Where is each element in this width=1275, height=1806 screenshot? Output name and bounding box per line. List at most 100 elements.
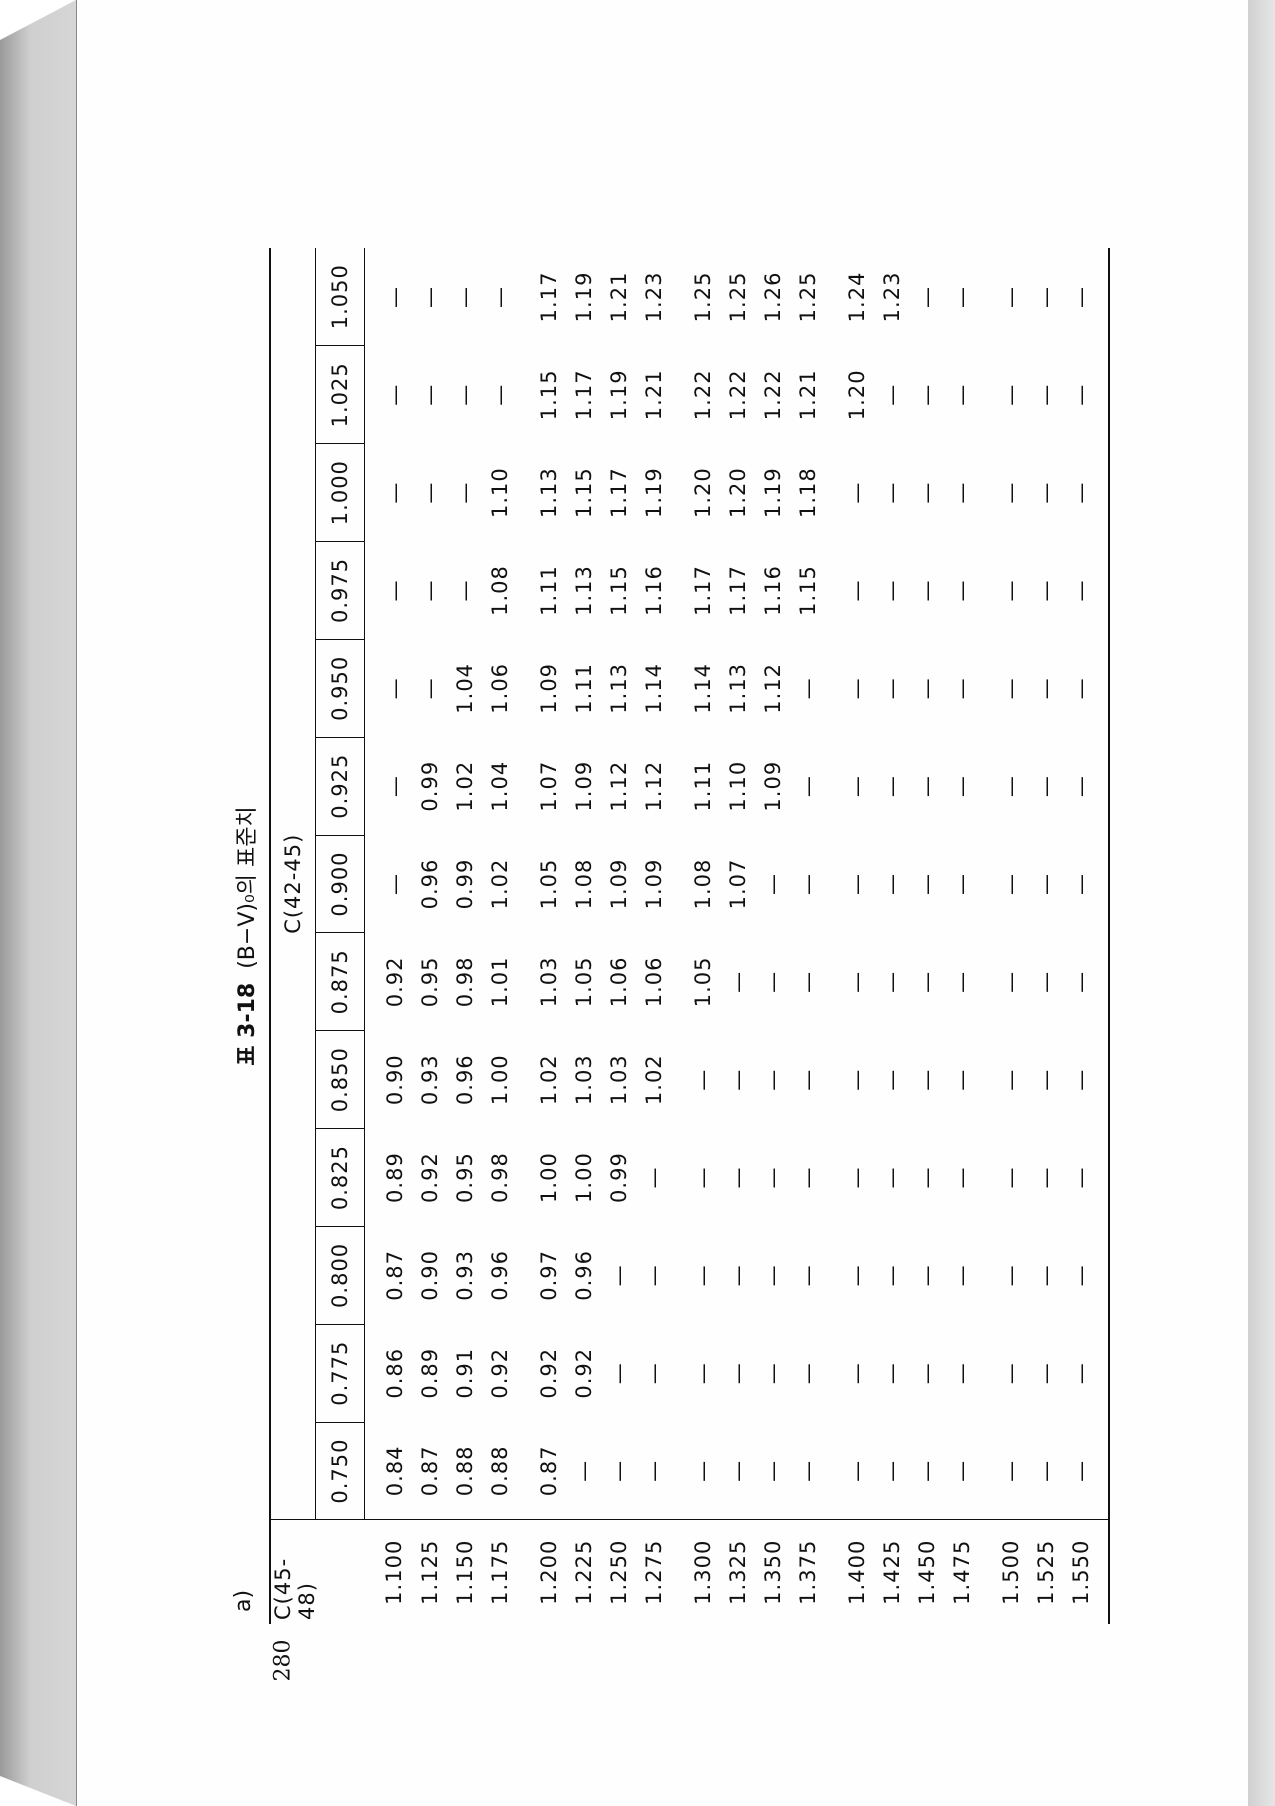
table-cell: — <box>795 1362 820 1385</box>
table-cell: — <box>417 579 442 602</box>
table-cell: — <box>914 775 939 798</box>
table-cell: — <box>949 481 974 504</box>
table-cell: — <box>641 1362 666 1385</box>
table-cell: — <box>690 1166 715 1189</box>
table-cell: 0.86 <box>382 1347 407 1399</box>
table-cell: — <box>949 775 974 798</box>
table-cell: 1.10 <box>725 760 750 812</box>
column-axis-label: C(42-45) <box>270 248 316 1520</box>
table-cell: 1.25 <box>690 271 715 323</box>
table-cell: — <box>760 1166 785 1189</box>
table-cell: — <box>844 579 869 602</box>
table-cell: — <box>1033 285 1058 308</box>
table-cell: — <box>1033 873 1058 896</box>
table-cell: — <box>914 1362 939 1385</box>
table-cell: 0.90 <box>417 1250 442 1301</box>
row-label: 1.225 <box>566 1520 601 1624</box>
table-cell: — <box>879 383 904 406</box>
table-cell: 0.97 <box>536 1250 561 1301</box>
table-row: 1.425 — — — — — — — — — — — — 1.23 <box>874 248 909 1624</box>
table-cell: 1.17 <box>690 565 715 616</box>
row-axis-label: C(45-48) <box>270 1520 365 1624</box>
table-cell: 1.00 <box>536 1152 561 1203</box>
table-cell: 1.21 <box>606 271 631 323</box>
table-number: 표 3-18 <box>235 982 260 1066</box>
table-row: 1.100 0.84 0.86 0.87 0.89 0.90 0.92 — — — — — — — <box>364 248 412 1624</box>
table-cell: 1.03 <box>571 1054 596 1106</box>
table-cell: — <box>1033 481 1058 504</box>
table-cell: 1.08 <box>571 858 596 910</box>
table-cell: 0.99 <box>452 858 477 910</box>
table-cell: 0.90 <box>382 1054 407 1106</box>
table-cell: — <box>417 481 442 504</box>
table-cell: 1.02 <box>536 1054 561 1106</box>
table-cell: — <box>949 285 974 308</box>
table-cell: — <box>879 677 904 700</box>
table-cell: 1.09 <box>571 760 596 812</box>
table-cell: — <box>914 677 939 700</box>
table-cell: 1.02 <box>487 858 512 910</box>
table-cell: — <box>949 873 974 896</box>
table-cell: — <box>1068 383 1093 406</box>
table-cell: — <box>879 579 904 602</box>
table-cell: — <box>844 481 869 504</box>
row-label: 1.350 <box>755 1520 790 1624</box>
table-row: 1.375 — — — — — — — — — 1.15 1.18 1.21 1.25 <box>790 248 825 1624</box>
table-cell: 1.20 <box>844 369 869 421</box>
table-cell: — <box>795 1264 820 1287</box>
table-cell: — <box>641 1264 666 1287</box>
table-cell: — <box>998 873 1023 896</box>
table-cell: — <box>844 677 869 700</box>
column-header: 0.750 <box>315 1422 365 1520</box>
table-cell: — <box>844 1362 869 1385</box>
table-row: 1.125 0.87 0.89 0.90 0.92 0.93 0.95 0.96 0.99 — — —… <box>412 248 447 1624</box>
table-cell: — <box>1068 775 1093 798</box>
table-cell: — <box>844 1166 869 1189</box>
spine-corner-bottom <box>0 1776 76 1806</box>
table-cell: 0.99 <box>606 1152 631 1203</box>
table-cell: — <box>1068 970 1093 993</box>
table-cell: 0.88 <box>487 1445 512 1497</box>
table-cell: — <box>760 1362 785 1385</box>
table-cell: — <box>998 1068 1023 1091</box>
book-page <box>76 0 1249 1806</box>
table-cell: — <box>690 1068 715 1091</box>
table-cell: — <box>914 1166 939 1189</box>
table-cell: 1.14 <box>641 662 666 714</box>
table-cell: — <box>725 970 750 993</box>
row-label: 1.550 <box>1063 1520 1109 1624</box>
table-cell: — <box>760 1459 785 1482</box>
table-cell: 1.23 <box>879 271 904 323</box>
table-cell: — <box>949 579 974 602</box>
table-row: 1.450 — — — — — — — — — — — — — <box>909 248 944 1624</box>
table-cell: — <box>382 579 407 602</box>
page-right-edge <box>1248 0 1275 1806</box>
table-cell: — <box>487 383 512 406</box>
table-row: 1.300 — — — — — 1.05 1.08 1.11 1.14 1.17 1.20 1.22 1.… <box>671 248 720 1624</box>
table-cell: 1.19 <box>760 467 785 519</box>
table-cell: — <box>1068 1264 1093 1287</box>
table-cell: — <box>844 1068 869 1091</box>
column-header: 0.900 <box>315 835 365 933</box>
table-cell: 1.16 <box>641 565 666 616</box>
table-row: 1.350 — — — — — — — 1.09 1.12 1.16 1.19 1.22 1.26 <box>755 248 790 1624</box>
table-cell: 0.87 <box>417 1445 442 1497</box>
table-cell: 1.13 <box>606 662 631 714</box>
column-header: 0.950 <box>315 639 365 738</box>
table-cell: — <box>641 1459 666 1482</box>
row-label: 1.275 <box>636 1520 671 1624</box>
table-cell: — <box>487 285 512 308</box>
table-cell: 1.16 <box>760 565 785 616</box>
column-header: 0.875 <box>315 932 365 1031</box>
table-title-text: (B−V)₀의 표준치 <box>235 806 260 969</box>
table-cell: 1.07 <box>725 858 750 910</box>
table-cell: — <box>1068 285 1093 308</box>
table-cell: 1.26 <box>760 271 785 323</box>
table-cell: — <box>760 1068 785 1091</box>
table-cell: — <box>606 1459 631 1482</box>
table-cell: — <box>998 1362 1023 1385</box>
table-cell: 1.04 <box>452 662 477 714</box>
table-row: 1.525 — — — — — — — — — — — — — <box>1028 248 1063 1624</box>
table-cell: — <box>795 1166 820 1189</box>
table-cell: — <box>844 775 869 798</box>
